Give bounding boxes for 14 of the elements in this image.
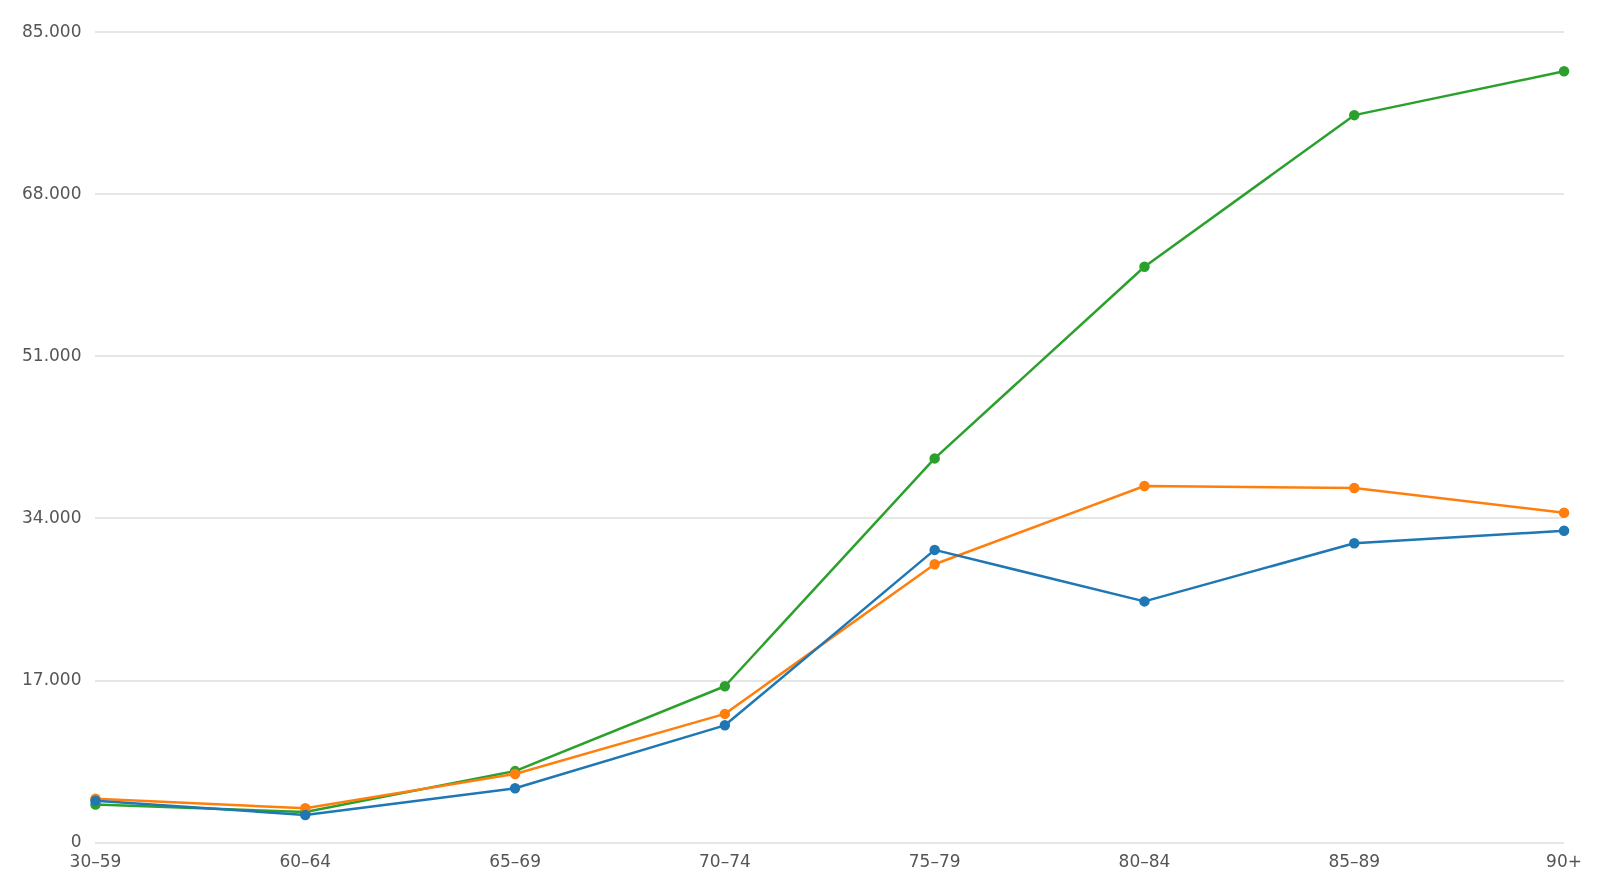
- x-tick-label: 60–64: [279, 851, 332, 872]
- x-tick-label: 65–69: [489, 851, 541, 872]
- x-tick-label: 80–84: [1118, 851, 1171, 872]
- y-tick-label: 0: [70, 831, 82, 852]
- x-tick-label: 70–74: [698, 851, 751, 872]
- y-tick-label: 68.000: [22, 182, 82, 203]
- y-tick-label: 51.000: [22, 344, 82, 365]
- x-tick-label: 30–59: [69, 851, 122, 872]
- x-tick-label: 90+: [1546, 851, 1583, 872]
- y-tick-label: 34.000: [22, 506, 82, 527]
- x-tick-label: 75–79: [908, 851, 961, 872]
- x-tick-label: 85–89: [1328, 851, 1381, 872]
- y-tick-label: 85.000: [22, 20, 82, 41]
- y-tick-label: 17.000: [22, 668, 82, 689]
